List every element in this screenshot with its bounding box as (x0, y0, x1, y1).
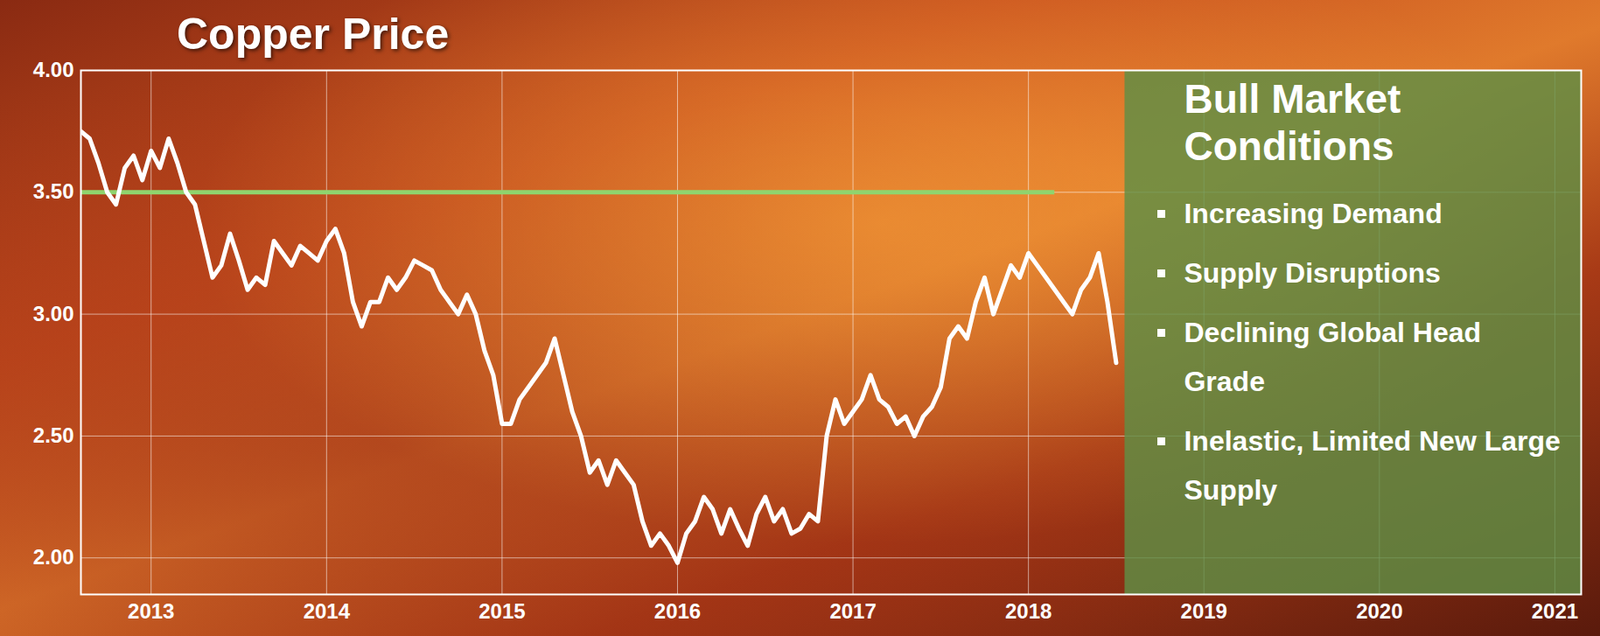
svg-text:2016: 2016 (654, 599, 701, 623)
html-text:Bull Market Conditions: Bull Market Conditions (1184, 76, 1401, 169)
svg-text:3.50: 3.50 (33, 179, 75, 203)
html-text:Increasing Demand: Increasing Demand (1184, 197, 1443, 230)
svg-text:2021: 2021 (1531, 599, 1579, 623)
svg-text:2.00: 2.00 (33, 544, 75, 569)
html-text:Copper Price: Copper Price (176, 9, 449, 59)
html-text:Inelastic, Limited New Large S: Inelastic, Limited New Large Supply (1184, 425, 1561, 506)
html-text:Supply Disruptions: Supply Disruptions (1184, 257, 1441, 289)
svg-text:2017: 2017 (829, 599, 876, 623)
svg-text:4.00: 4.00 (33, 57, 75, 82)
svg-text:2018: 2018 (1005, 599, 1052, 623)
svg-text:2015: 2015 (478, 599, 525, 623)
html-text:Declining Global Head Grade: Declining Global Head Grade (1184, 316, 1482, 398)
svg-text:2019: 2019 (1180, 599, 1228, 623)
svg-text:2014: 2014 (303, 599, 351, 623)
svg-text:2020: 2020 (1355, 599, 1403, 623)
svg-text:2013: 2013 (127, 599, 175, 623)
svg-text:3.00: 3.00 (33, 301, 75, 326)
svg-text:2.50: 2.50 (33, 423, 75, 448)
